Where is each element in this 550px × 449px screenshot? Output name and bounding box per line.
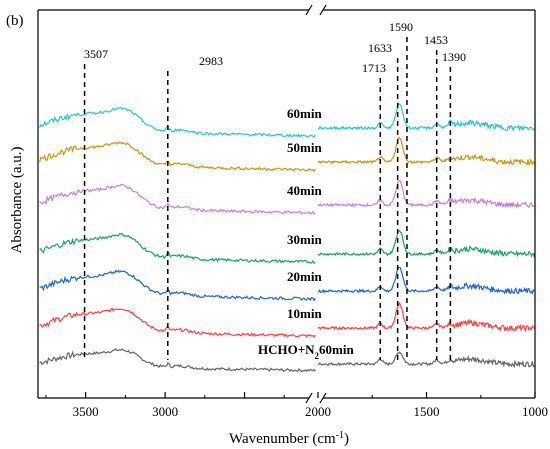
- series-label-0: HCHO+N260min: [258, 342, 354, 361]
- labels-group: HCHO+N260min 10min 20min 30min 40min 50min 60m…: [6, 13, 548, 447]
- series-line-6-right: [317, 101, 536, 132]
- axis-break-mark: [305, 4, 313, 16]
- spectra-group: [39, 101, 536, 373]
- series-line-6-left: [39, 106, 316, 138]
- series-line-4-right: [317, 180, 536, 210]
- series-label-4: 40min: [287, 183, 322, 198]
- series-label-5: 50min: [287, 140, 322, 155]
- axis-break-mark: [305, 392, 313, 404]
- x-axis-title-superscript: -1: [336, 430, 344, 441]
- peak-lines-group: [83, 37, 452, 360]
- series-line-3-right: [317, 229, 536, 259]
- x-tick-label: 2000: [305, 404, 331, 419]
- x-axis-title-end: ): [344, 431, 349, 447]
- axis-break-mark: [319, 392, 327, 404]
- series-line-1-left: [39, 307, 316, 338]
- peak-label-1390: 1390: [442, 50, 466, 64]
- series-line-4-left: [39, 183, 316, 215]
- peak-label-1713: 1713: [362, 61, 386, 75]
- series-label-subscript: 2: [315, 351, 320, 361]
- series-line-5-right: [317, 136, 535, 166]
- series-label-3: 30min: [287, 232, 322, 247]
- peak-label-1453: 1453: [424, 33, 448, 47]
- x-axis-title: Wavenumber (cm-1): [229, 430, 349, 448]
- panel-label: (b): [6, 13, 24, 29]
- x-tick-label: 3500: [73, 404, 99, 419]
- axes-group: [37, 4, 536, 404]
- series-line-3-left: [39, 232, 316, 265]
- x-tick-label: 3000: [152, 404, 178, 419]
- series-line-2-right: [318, 266, 536, 295]
- series-line-0-right: [317, 351, 536, 368]
- series-line-5-left: [39, 141, 316, 173]
- series-label-2: 20min: [287, 269, 322, 284]
- peak-label-2983: 2983: [199, 54, 223, 68]
- x-tick-label: 1500: [414, 404, 440, 419]
- series-line-1-right: [317, 301, 536, 333]
- y-axis-title: Absorbance (a.u.): [9, 146, 25, 253]
- series-line-2-left: [39, 269, 316, 302]
- series-line-0-left: [39, 348, 316, 373]
- series-label-6: 60min: [287, 106, 322, 121]
- series-label-suffix: 60min: [319, 342, 354, 357]
- peak-label-3507: 3507: [84, 47, 108, 61]
- axis-break-mark: [319, 4, 327, 16]
- peak-label-1633: 1633: [368, 41, 392, 55]
- x-tick-label: 1000: [522, 404, 548, 419]
- peak-label-1590: 1590: [389, 20, 413, 34]
- series-label-1: 10min: [287, 306, 322, 321]
